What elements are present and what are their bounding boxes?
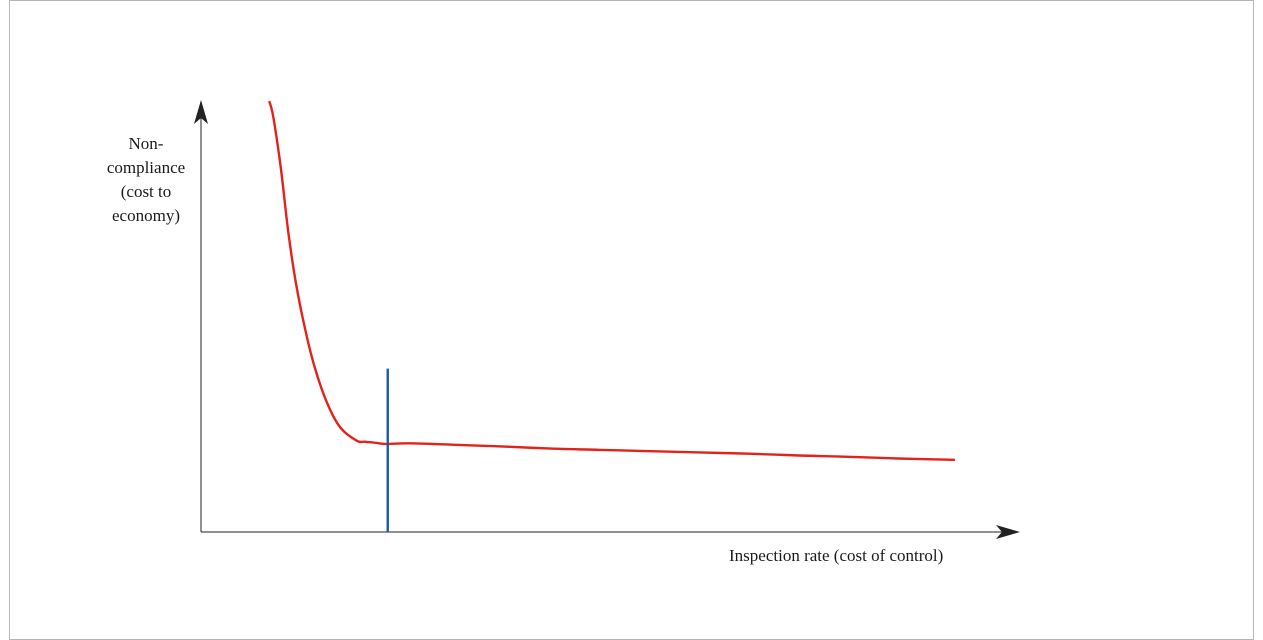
x-axis-label: Inspection rate (cost of control) xyxy=(729,546,944,565)
y-axis-label-line: (cost to xyxy=(120,182,172,201)
x-axis-arrowhead xyxy=(996,525,1020,539)
y-axis-arrowhead xyxy=(194,100,208,124)
y-axis-label: Non- compliance (cost to economy) xyxy=(96,132,196,228)
series-line xyxy=(268,100,956,461)
axes xyxy=(194,100,1020,539)
figure-frame xyxy=(9,0,1254,640)
y-axis-label-line: Non- xyxy=(128,134,164,153)
y-axis-label-line: economy) xyxy=(112,206,180,225)
series-layer xyxy=(268,100,956,461)
y-axis-label-line: compliance xyxy=(106,158,186,177)
